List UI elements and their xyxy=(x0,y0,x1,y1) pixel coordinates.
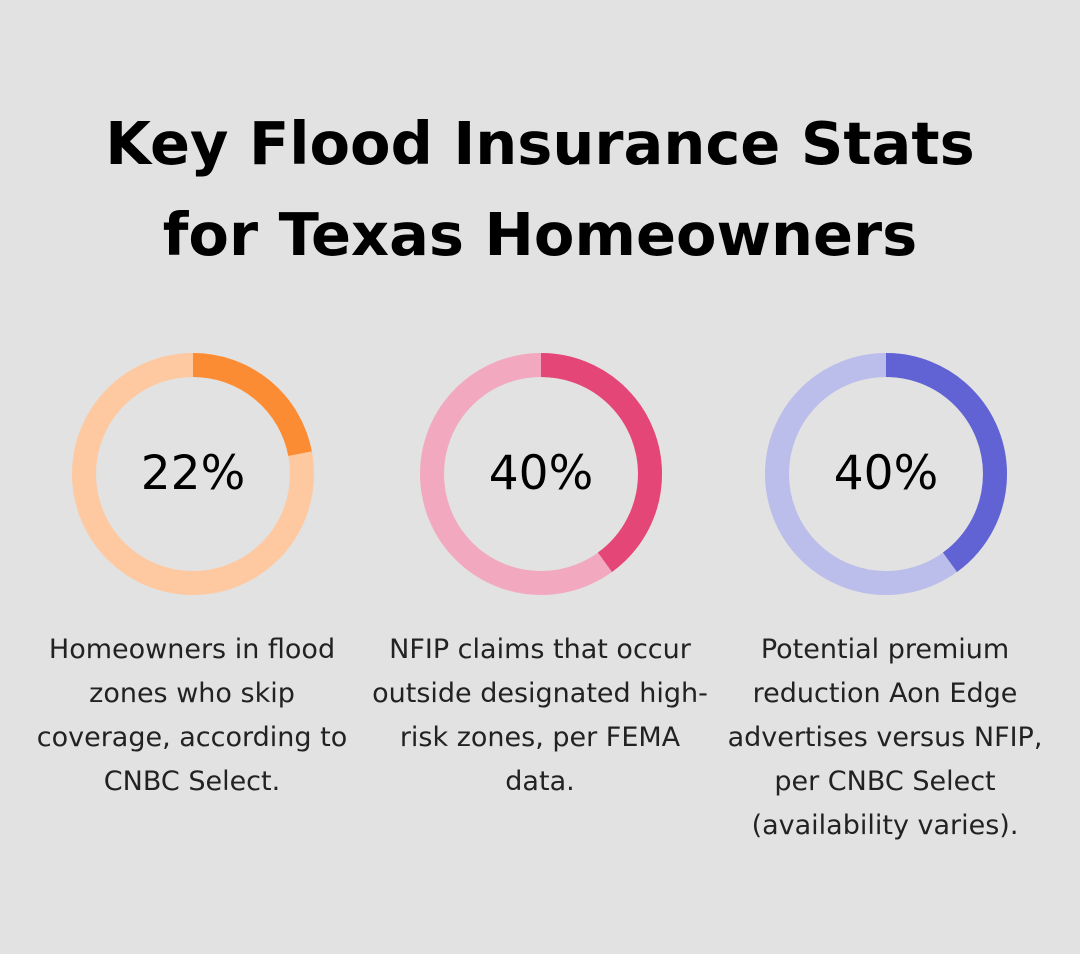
donut-chart-2 xyxy=(420,353,662,595)
stat-description-2: NFIP claims that occur outside designate… xyxy=(372,634,708,797)
page-title: Key Flood Insurance Stats for Texas Home… xyxy=(0,98,1080,280)
stat-description-1: Homeowners in flood zones who skip cover… xyxy=(36,634,348,797)
donut-value-arc-2 xyxy=(420,353,662,595)
stat-percentage-3: 40% xyxy=(833,446,939,501)
donut-chart-1 xyxy=(72,353,314,595)
stat-percentage-2: 40% xyxy=(488,446,594,501)
stat-percentage-1: 22% xyxy=(140,446,246,501)
stat-description-3: Potential premium reduction Aon Edge adv… xyxy=(727,634,1043,841)
title-line-2: for Texas Homeowners xyxy=(162,200,918,269)
donut-value-arc-1 xyxy=(72,353,314,595)
donut-value-arc-3 xyxy=(765,353,1007,595)
title-line-1: Key Flood Insurance Stats xyxy=(105,109,975,178)
donut-chart-3 xyxy=(765,353,1007,595)
